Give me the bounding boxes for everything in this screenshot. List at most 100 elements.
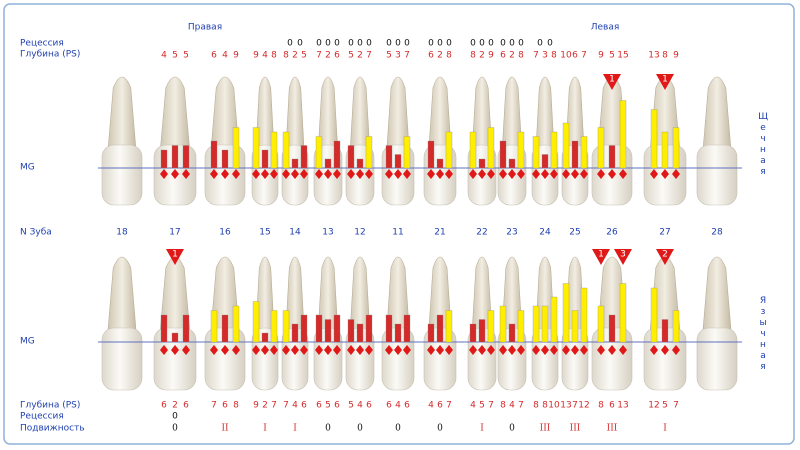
site-marker	[315, 345, 323, 355]
depth-value: 15	[617, 51, 628, 61]
depth-value: 4	[428, 401, 434, 411]
pocket-bar	[210, 140, 218, 169]
tooth-number: 27	[659, 228, 670, 238]
tooth-crown	[696, 327, 738, 391]
furcation-grade: 1	[662, 75, 668, 85]
recession-value: 0	[509, 39, 515, 49]
site-marker	[580, 345, 588, 355]
tooth-root	[317, 76, 339, 151]
depth-value: 6	[437, 401, 443, 411]
pocket-bar	[171, 145, 179, 169]
pocket-bar	[385, 145, 393, 169]
tooth-root	[702, 76, 732, 151]
row-label: Рецессия	[20, 39, 64, 49]
site-marker	[487, 345, 495, 355]
mg-label: MG	[20, 163, 35, 173]
pocket-bar	[365, 314, 373, 343]
mobility-value: 0	[172, 424, 178, 434]
pocket-bar	[171, 332, 179, 343]
depth-value: 8	[271, 51, 277, 61]
pocket-bar	[650, 287, 658, 343]
recession-value: 0	[334, 39, 340, 49]
mobility-value: III	[570, 424, 581, 434]
site-marker	[210, 169, 218, 179]
recession-value: 0	[547, 39, 553, 49]
pocket-bar	[580, 136, 588, 169]
pocket-bar	[508, 323, 516, 343]
mobility-value: 0	[509, 424, 515, 434]
depth-value: 2	[172, 401, 178, 411]
depth-value: 6	[404, 401, 410, 411]
site-marker	[232, 169, 240, 179]
pocket-bar	[562, 122, 570, 169]
pocket-bar	[347, 319, 355, 343]
tooth-root	[597, 256, 627, 331]
recession-value: 0	[470, 39, 476, 49]
recession-value: 0	[488, 39, 494, 49]
mobility-value: I	[663, 424, 667, 434]
recession-value: 0	[500, 39, 506, 49]
pocket-bar	[478, 158, 486, 169]
pocket-bar	[672, 127, 680, 169]
pocket-bar	[333, 140, 341, 169]
depth-value: 9	[673, 51, 679, 61]
depth-value: 7	[404, 51, 410, 61]
depth-value: 8	[470, 51, 476, 61]
furcation-marker	[656, 249, 674, 265]
site-marker	[541, 345, 549, 355]
site-marker	[356, 345, 364, 355]
site-marker	[261, 169, 269, 179]
site-marker	[508, 169, 516, 179]
depth-value: 7	[446, 401, 452, 411]
pocket-bar	[517, 310, 525, 343]
pocket-bar	[650, 109, 658, 169]
site-marker	[300, 345, 308, 355]
site-marker	[333, 169, 341, 179]
site-marker	[282, 169, 290, 179]
furcation-grade: 1	[598, 250, 604, 260]
pocket-bar	[324, 319, 332, 343]
recession-value: 0	[348, 39, 354, 49]
tooth-root	[535, 256, 555, 331]
depth-value: 5	[348, 51, 354, 61]
row-label: Рецессия	[20, 412, 64, 422]
recession-value: 0	[172, 412, 178, 422]
recession-value: 0	[386, 39, 392, 49]
furcation-grade: 2	[662, 250, 668, 260]
site-marker	[499, 169, 507, 179]
tooth-crown	[101, 144, 143, 206]
mobility-value: III	[540, 424, 551, 434]
pocket-bar	[550, 131, 558, 169]
depth-value: 2	[292, 51, 298, 61]
tooth-root	[565, 256, 585, 331]
depth-value: 2	[357, 51, 363, 61]
site-marker	[403, 169, 411, 179]
row-label: Глубина (PS)	[20, 50, 80, 60]
tooth-number: 16	[219, 228, 231, 238]
tooth-root	[107, 76, 137, 151]
depth-value: 6	[301, 401, 307, 411]
site-marker	[478, 169, 486, 179]
pocket-bar	[232, 305, 240, 343]
site-marker	[171, 345, 179, 355]
depth-value: 7	[271, 401, 277, 411]
depth-value: 9	[233, 51, 239, 61]
pocket-bar	[672, 310, 680, 343]
depth-value: 6	[500, 51, 506, 61]
tooth-number: 17	[169, 228, 180, 238]
recession-value: 0	[297, 39, 303, 49]
site-marker	[517, 345, 525, 355]
frame	[3, 3, 795, 445]
depth-value: 9	[253, 51, 259, 61]
depth-value: 13	[617, 401, 628, 411]
site-marker	[261, 345, 269, 355]
pocket-bar	[436, 158, 444, 169]
pocket-bar	[252, 301, 260, 343]
depth-value: 6	[334, 401, 340, 411]
depth-value: 7	[518, 401, 524, 411]
tooth-root	[255, 76, 275, 151]
depth-value: 3	[542, 51, 548, 61]
depth-value: 2	[325, 51, 331, 61]
tooth-root	[428, 256, 452, 331]
